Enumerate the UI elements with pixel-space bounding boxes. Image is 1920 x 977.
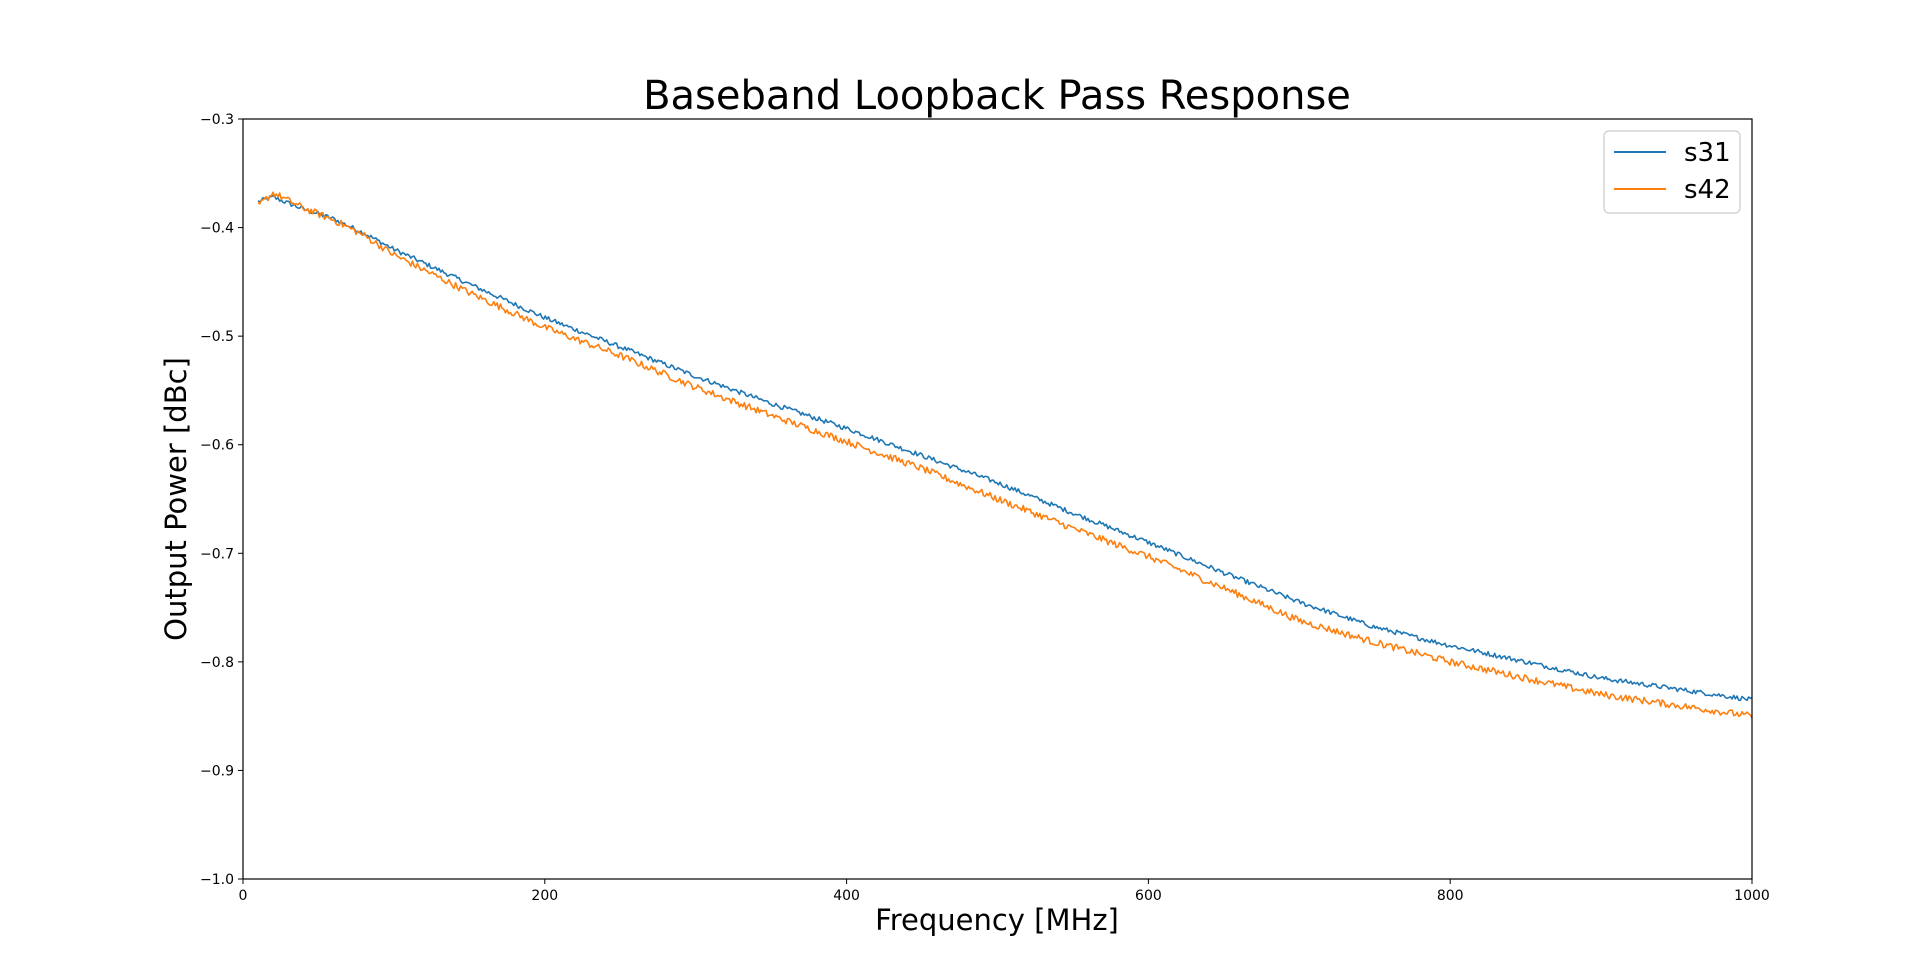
x-axis-ticks: 0 200 400 600 800 1000 — [239, 879, 1770, 904]
y-tick-label: −0.9 — [200, 763, 234, 779]
series-line-s42 — [257, 191, 1753, 719]
legend: s31 s42 — [1603, 130, 1741, 214]
y-tick-label: −0.4 — [200, 221, 234, 237]
x-tick-label: 0 — [239, 888, 248, 904]
series-s42 — [257, 191, 1753, 719]
y-axis-title: Output Power [dBc] — [159, 357, 193, 641]
x-axis-title: Frequency [MHz] — [875, 903, 1119, 937]
y-axis-ticks: −1.0 −0.9 −0.8 −0.7 −0.6 −0.5 −0.4 −0.3 — [200, 112, 243, 888]
y-tick-label: −0.7 — [200, 546, 234, 562]
legend-label-s42: s42 — [1684, 175, 1731, 205]
x-tick-label: 400 — [833, 888, 860, 904]
x-tick-label: 200 — [531, 888, 558, 904]
x-tick-label: 1000 — [1734, 888, 1770, 904]
series-layer — [257, 191, 1753, 719]
y-tick-label: −1.0 — [200, 872, 234, 888]
y-tick-label: −0.6 — [200, 438, 234, 454]
x-tick-label: 600 — [1135, 888, 1162, 904]
series-s31 — [257, 194, 1753, 702]
plot-frame — [242, 118, 1753, 880]
chart-title: Baseband Loopback Pass Response — [643, 73, 1351, 119]
plot-area — [243, 119, 1752, 879]
legend-label-s31: s31 — [1684, 138, 1731, 168]
y-tick-label: −0.5 — [200, 329, 234, 345]
y-tick-label: −0.8 — [200, 655, 234, 671]
series-line-s31 — [257, 194, 1753, 702]
y-tick-label: −0.3 — [200, 112, 234, 128]
x-tick-label: 800 — [1437, 888, 1464, 904]
